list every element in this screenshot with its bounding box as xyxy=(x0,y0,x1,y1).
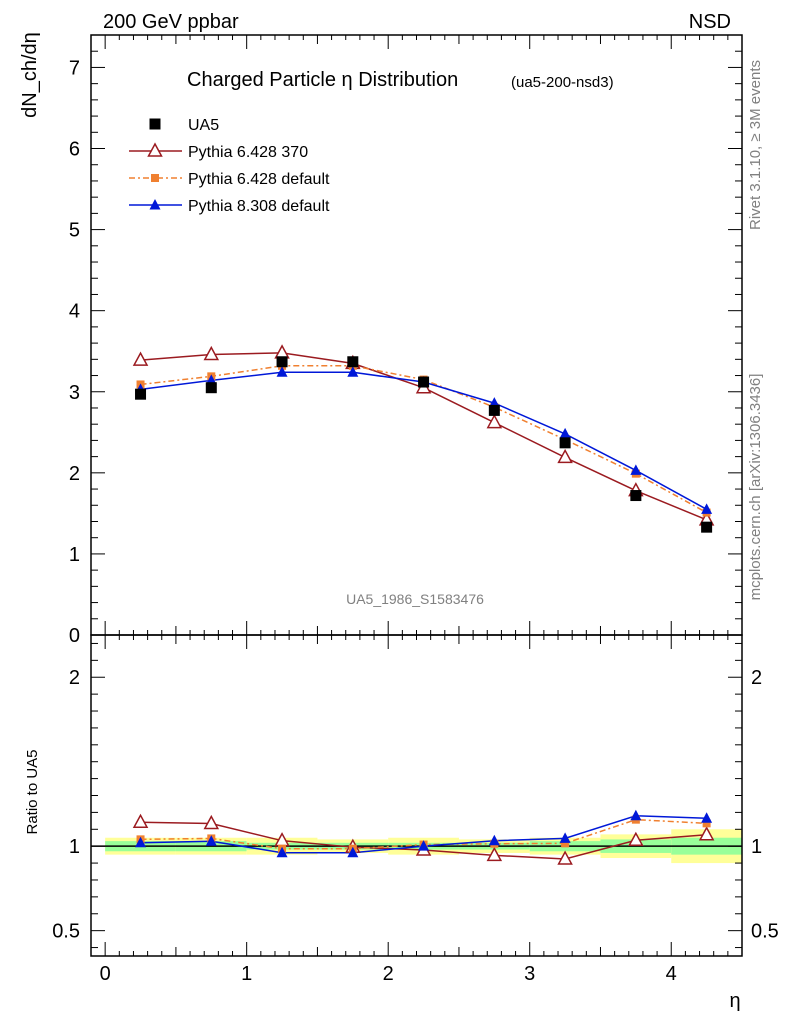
legend-marker xyxy=(151,174,159,182)
axis-ticks xyxy=(91,34,743,956)
ratio-plot-frame xyxy=(90,634,743,957)
series-point xyxy=(557,448,573,464)
ratio-point xyxy=(702,819,711,828)
main-y-tick-label: 6 xyxy=(69,139,80,161)
data-point xyxy=(276,356,288,368)
ratio-point xyxy=(347,846,359,858)
data-point xyxy=(701,521,713,533)
main-y-tick-label: 7 xyxy=(69,57,80,79)
main-y-tick-label: 2 xyxy=(69,463,80,485)
ratio-point xyxy=(630,809,642,821)
data-point xyxy=(488,404,500,416)
ratio-point xyxy=(698,826,715,841)
legend-label: UA5 xyxy=(188,117,219,134)
series-point xyxy=(132,351,149,366)
main-y-tick-label: 4 xyxy=(69,301,80,323)
series-point xyxy=(559,427,571,439)
ratio-point xyxy=(488,834,500,846)
ratio-point xyxy=(135,836,147,848)
data-point xyxy=(418,376,430,388)
ratio-point xyxy=(561,839,570,848)
ratio-point xyxy=(203,814,220,830)
chart-title: Charged Particle η Distribution xyxy=(187,69,458,91)
ratio-y-tick-label: 1 xyxy=(69,836,80,858)
ratio-y-tick-label: 0.5 xyxy=(52,921,80,943)
main-y-tick-label: 0 xyxy=(69,625,80,647)
header-right: NSD xyxy=(689,11,731,33)
x-tick-label: 4 xyxy=(666,963,677,985)
series-markers xyxy=(132,344,715,865)
legend-marker xyxy=(147,142,163,157)
legend-marker xyxy=(149,199,161,210)
series-point xyxy=(701,503,713,514)
ratio-point xyxy=(559,832,571,843)
x-tick-label: 1 xyxy=(241,963,252,985)
legend-label: Pythia 6.428 default xyxy=(188,171,330,188)
series-point xyxy=(630,464,642,475)
mcplots-label: mcplots.cern.ch [arXiv:1306.3436] xyxy=(747,374,764,601)
ratio-point xyxy=(557,850,573,865)
ratio-y-tick-label: 2 xyxy=(69,667,80,689)
data-point xyxy=(630,490,642,502)
main-y-tick-label: 3 xyxy=(69,382,80,404)
main-y-tick-label: 1 xyxy=(69,544,80,566)
ratio-y-axis-label: Ratio to UA5 xyxy=(24,749,41,834)
chart-subtitle: (ua5-200-nsd3) xyxy=(511,74,614,91)
tick-labels: 0 1 2 3 4 5 6 7 0.5 0.5 1 1 2 2 0 1 2 3 4 xyxy=(52,57,779,985)
data-point xyxy=(205,382,217,394)
main-y-tick-label: 5 xyxy=(69,220,80,242)
ratio-point xyxy=(132,813,149,829)
legend-label: Pythia 6.428 370 xyxy=(188,144,308,161)
x-tick-label: 2 xyxy=(383,963,394,985)
series-point xyxy=(276,366,288,377)
main-y-axis-label: dN_ch/dη xyxy=(19,32,41,118)
ratio-y-tick-label-right: 2 xyxy=(751,667,762,689)
ratio-point xyxy=(276,846,288,858)
data-point xyxy=(135,388,147,400)
ratio-y-tick-label-right: 1 xyxy=(751,836,762,858)
series-point xyxy=(486,413,503,429)
watermark: UA5_1986_S1583476 xyxy=(346,591,484,607)
legend-label: Pythia 8.308 default xyxy=(188,198,330,215)
data-point xyxy=(559,437,571,449)
legend-marker xyxy=(149,118,161,130)
ratio-point xyxy=(418,840,430,851)
ratio-y-tick-label-right: 0.5 xyxy=(751,921,779,943)
series-point xyxy=(274,344,290,359)
ratio-point xyxy=(701,812,713,823)
legend: UA5 Pythia 6.428 370 Pythia 6.428 default P… xyxy=(129,117,330,215)
series-point xyxy=(347,366,359,377)
ratio-point xyxy=(205,835,217,846)
x-tick-label: 3 xyxy=(524,963,535,985)
ratio-point xyxy=(628,831,644,847)
data-point xyxy=(347,356,359,368)
header-left: 200 GeV ppbar xyxy=(103,11,239,33)
ratio-point xyxy=(486,846,503,862)
x-axis-label: η xyxy=(729,990,740,1012)
rivet-label: Rivet 3.1.10, ≥ 3M events xyxy=(747,60,764,230)
series-point xyxy=(203,345,220,361)
x-tick-label: 0 xyxy=(100,963,111,985)
